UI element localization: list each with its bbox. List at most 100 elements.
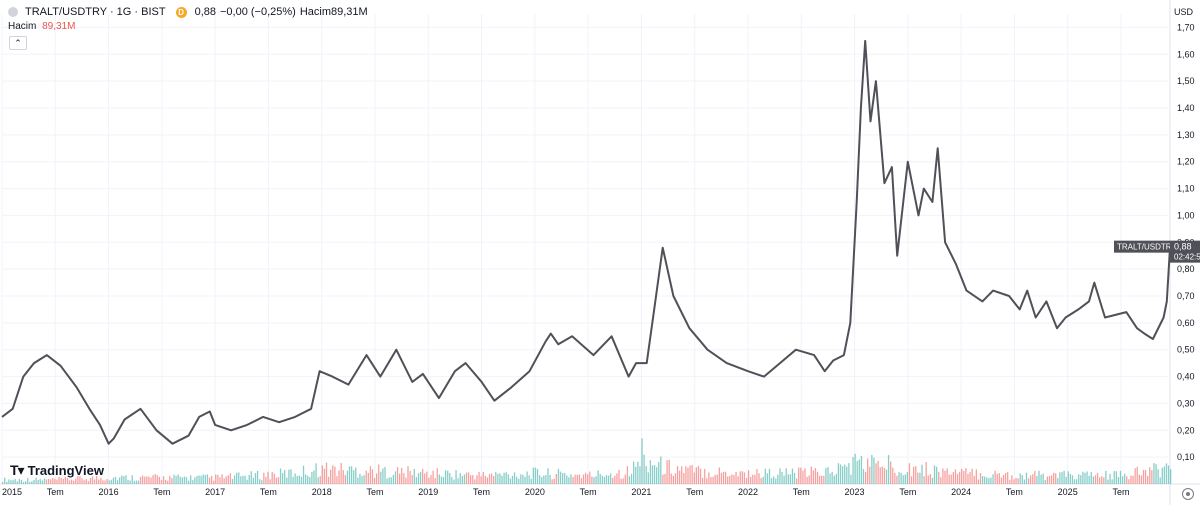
volume-bar: [2, 482, 4, 484]
volume-bar: [766, 473, 769, 484]
volume-bar: [81, 478, 83, 484]
volume-bar: [164, 479, 167, 484]
settings-gear-icon[interactable]: [1182, 488, 1194, 500]
volume-bar: [965, 468, 967, 484]
volume-bar: [1128, 479, 1130, 484]
volume-bar: [630, 473, 633, 484]
volume-bar: [263, 472, 265, 484]
volume-bar: [85, 479, 87, 484]
volume-bar: [246, 479, 248, 484]
data-status-badge[interactable]: D: [175, 6, 187, 18]
volume-bar: [956, 473, 959, 484]
volume-bar: [125, 475, 127, 484]
volume-bar: [1167, 465, 1170, 484]
volume-bar: [603, 476, 606, 484]
volume-bar: [610, 473, 612, 484]
x-tick-label: 2022: [738, 487, 758, 497]
volume-bar: [858, 459, 860, 484]
x-tick-label: 2020: [525, 487, 545, 497]
volume-bar: [16, 481, 18, 484]
volume-bar: [722, 471, 725, 484]
x-tick-label: Tem: [1112, 487, 1129, 497]
volume-bar: [647, 472, 649, 484]
y-tick-label: 0,10: [1177, 452, 1195, 462]
volume-bar: [1117, 477, 1120, 484]
volume-bar: [699, 468, 702, 484]
volume-bar: [453, 479, 455, 484]
volume-bar: [114, 476, 117, 484]
volume-bar: [933, 465, 936, 484]
volume-bar: [900, 472, 902, 484]
volume-bar: [530, 478, 532, 484]
volume-bar: [442, 477, 445, 484]
volume-bar: [1153, 463, 1155, 484]
volume-bar: [43, 478, 46, 484]
volume-bar: [812, 470, 815, 484]
volume-legend[interactable]: Hacim 89,31M: [8, 21, 75, 32]
volume-bar: [582, 474, 585, 484]
volume-bar: [70, 479, 73, 484]
y-tick-label: 1,20: [1177, 157, 1195, 167]
volume-bar: [718, 467, 720, 484]
volume-bar: [413, 468, 415, 484]
volume-bar: [131, 475, 133, 484]
volume-bar: [171, 478, 173, 484]
volume-bar: [238, 472, 240, 484]
volume-bar: [637, 461, 639, 484]
volume-bar: [791, 468, 794, 484]
collapse-legend-button[interactable]: ⌃: [9, 36, 27, 50]
volume-bars: [2, 438, 1172, 484]
volume-bar: [981, 476, 984, 484]
tradingview-logo[interactable]: T▾ TradingView: [10, 462, 104, 479]
x-tick-label: Tem: [47, 487, 64, 497]
volume-bar: [200, 475, 202, 484]
volume-bar: [770, 478, 773, 484]
volume-bar: [674, 473, 677, 484]
volume-bar: [1149, 467, 1151, 484]
volume-bar: [1163, 466, 1166, 484]
volume-bar: [509, 478, 512, 484]
volume-bar: [984, 476, 986, 484]
y-tick-label: 1,40: [1177, 103, 1195, 113]
volume-bar: [668, 459, 670, 484]
volume-bar: [240, 476, 242, 484]
volume-bar: [1101, 476, 1103, 484]
volume-bar: [816, 471, 819, 484]
y-tick-label: 0,60: [1177, 318, 1195, 328]
volume-bar: [944, 470, 946, 484]
volume-bar: [660, 456, 662, 484]
volume-bar: [837, 463, 840, 484]
volume-bar: [77, 476, 79, 484]
volume-bar: [1021, 475, 1023, 484]
symbol-name[interactable]: TRALT/USDTRY · 1G · BIST: [25, 6, 166, 18]
volume-bar: [1147, 475, 1149, 484]
volume-bar: [1044, 480, 1046, 484]
volume-bar: [340, 462, 342, 484]
volume-bar: [854, 453, 856, 484]
volume-bar: [10, 480, 12, 484]
volume-bar: [764, 468, 766, 484]
volume-bar: [242, 475, 244, 484]
volume-bar: [564, 473, 566, 484]
volume-bar: [141, 475, 144, 484]
volume-bar: [18, 478, 21, 484]
volume-bar: [923, 476, 925, 484]
volume-bar: [179, 476, 181, 484]
symbol-legend[interactable]: TRALT/USDTRY · 1G · BIST D 0,88 −0,00 (−…: [8, 6, 368, 18]
volume-bar: [526, 471, 528, 484]
volume-bar: [177, 474, 179, 484]
volume-bar: [336, 476, 338, 484]
volume-bar: [758, 473, 760, 484]
volume-bar: [743, 472, 746, 484]
volume-bar: [499, 473, 501, 484]
volume-bar: [392, 474, 395, 484]
volume-bar: [626, 466, 629, 484]
volume-bar: [869, 466, 871, 484]
volume-bar: [620, 478, 622, 484]
volume-bar: [20, 479, 23, 484]
volume-bar: [223, 478, 225, 484]
volume-bar: [495, 472, 497, 484]
volume-bar: [365, 470, 367, 484]
volume-bar: [534, 467, 537, 484]
